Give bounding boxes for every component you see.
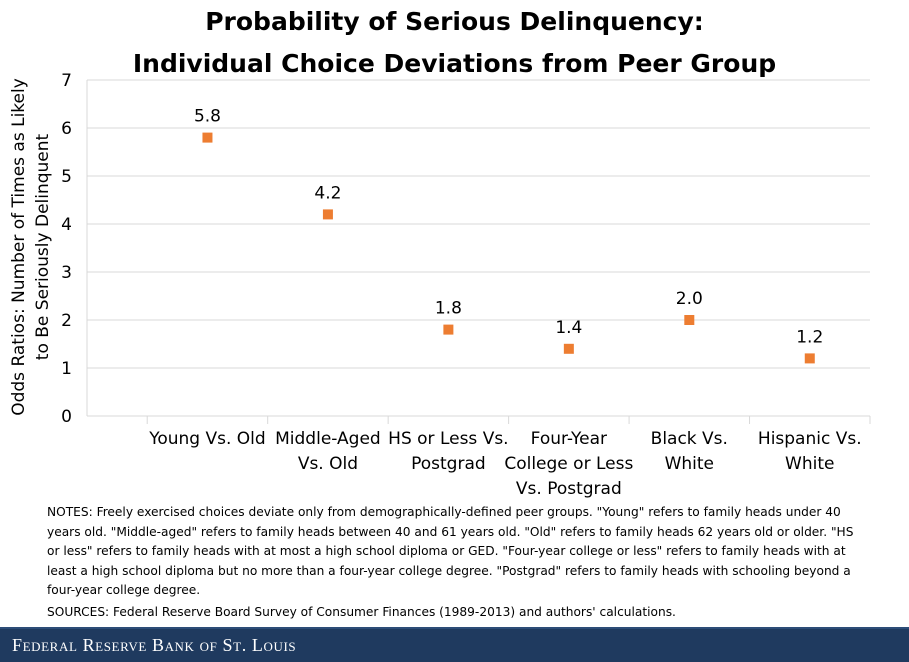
y-axis-title: Odds Ratios: Number of Times as Likely t… <box>9 78 53 416</box>
chart-title-line1: Probability of Serious Delinquency: <box>205 7 704 36</box>
data-label: 2.0 <box>676 289 703 309</box>
x-category-label: Middle-Aged Vs. Old <box>275 429 381 474</box>
footer-brand: Federal Reserve Bank of St. Louis <box>12 635 297 655</box>
data-point <box>804 353 815 364</box>
data-point <box>563 343 574 354</box>
x-category-label: Young Vs. Old <box>148 429 265 449</box>
data-points <box>202 132 815 364</box>
data-labels: 5.8 4.2 1.8 1.4 2.0 1.2 <box>194 107 823 348</box>
data-label: 1.4 <box>555 318 582 338</box>
data-label: 1.2 <box>796 327 823 347</box>
data-point <box>202 132 213 143</box>
data-label: 5.8 <box>194 107 221 127</box>
x-category-label: Black Vs. White <box>651 429 728 474</box>
data-point <box>443 324 454 335</box>
y-tick-label: 3 <box>61 263 72 283</box>
y-tick-label: 4 <box>61 215 72 235</box>
chart-sources: SOURCES: Federal Reserve Board Survey of… <box>47 605 676 619</box>
y-tick-labels: 0 1 2 3 4 5 6 7 <box>61 71 72 427</box>
gridlines <box>86 79 871 424</box>
y-tick-label: 6 <box>61 119 72 139</box>
chart-notes: NOTES: Freely exercised choices deviate … <box>47 505 854 597</box>
data-point <box>684 315 695 325</box>
y-axis-title-line1: Odds Ratios: Number of Times as Likely <box>9 78 29 416</box>
y-tick-label: 0 <box>61 407 72 427</box>
data-point <box>322 209 333 220</box>
x-category-label: HS or Less Vs. Postgrad <box>388 429 508 474</box>
y-tick-label: 7 <box>61 71 72 91</box>
y-tick-label: 1 <box>61 359 72 379</box>
chart-area: 0 1 2 3 4 5 6 7 Young Vs. Old Middle-Aged Vs. Old… <box>9 71 871 499</box>
data-label: 4.2 <box>314 183 341 203</box>
x-category-label: Four-Year College or Less Vs. Postgrad <box>504 429 633 499</box>
data-label: 1.8 <box>435 299 462 319</box>
chart-title-line2: Individual Choice Deviations from Peer G… <box>132 49 777 78</box>
x-category-label: Hispanic Vs. White <box>758 429 862 474</box>
footer-bar: Federal Reserve Bank of St. Louis <box>0 627 909 662</box>
y-tick-label: 2 <box>61 311 72 331</box>
y-axis-title-line2: to Be Seriously Delinquent <box>33 133 53 360</box>
y-tick-label: 5 <box>61 167 72 187</box>
